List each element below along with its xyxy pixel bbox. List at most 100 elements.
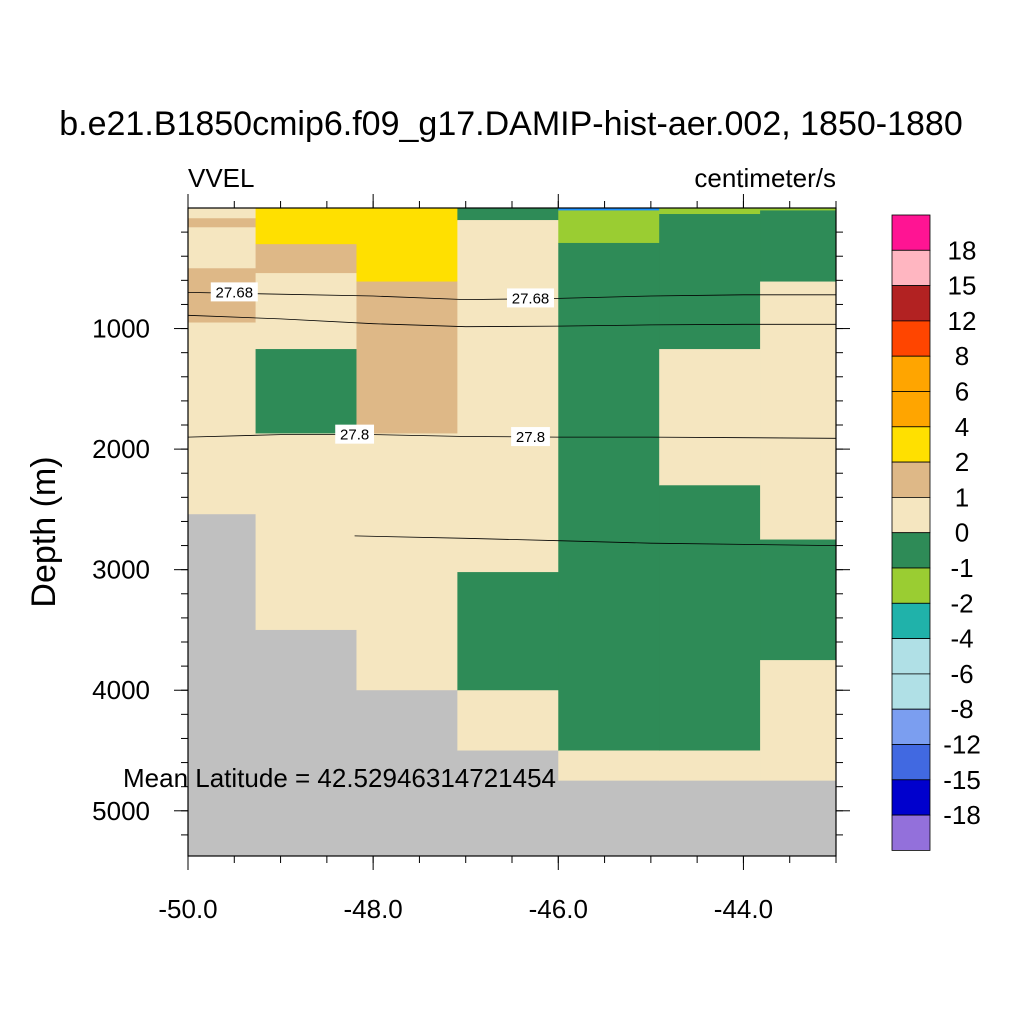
x-tick-label: -48.0	[344, 894, 403, 924]
colorbar-label: -6	[950, 659, 973, 689]
colorbar-swatch	[891, 814, 931, 851]
heatmap-cells	[188, 208, 836, 856]
heatmap-cell	[457, 208, 559, 221]
heatmap-cell	[558, 208, 660, 211]
y-tick-label: 2000	[92, 434, 150, 464]
colorbar-swatch	[891, 602, 931, 639]
colorbar-label: 4	[955, 412, 969, 442]
heatmap-cell	[760, 281, 836, 541]
heatmap-cell	[558, 750, 660, 782]
heatmap-cell	[760, 539, 836, 661]
y-tick-label: 4000	[92, 675, 150, 705]
heatmap-cell	[760, 780, 836, 856]
heatmap-cell	[255, 273, 357, 350]
contour-label-box	[511, 427, 550, 447]
y-tick-label: 1000	[92, 314, 150, 344]
heatmap-cell	[457, 750, 559, 856]
colorbar-label: -18	[943, 800, 981, 830]
heatmap-cell	[255, 433, 357, 631]
heatmap-cell	[188, 208, 257, 219]
mean-latitude-annotation: Mean Latitude = 42.52946314721454	[123, 763, 556, 793]
heatmap-cell	[457, 690, 559, 752]
heatmap-cell	[457, 572, 559, 691]
colorbar-swatch	[891, 320, 931, 357]
heatmap-cell	[457, 220, 559, 573]
heatmap-cell	[760, 660, 836, 782]
colorbar-label: 18	[948, 235, 977, 265]
heatmap-cell	[255, 244, 357, 274]
heatmap-cell	[558, 210, 660, 244]
y-axis-label: Depth (m)	[25, 456, 63, 607]
contour-label-box	[335, 424, 375, 444]
colorbar-swatch	[891, 391, 931, 428]
heatmap-cell	[659, 780, 761, 856]
variable-label: VVEL	[188, 163, 255, 193]
colorbar-swatch	[891, 496, 931, 534]
y-tick-label: 5000	[92, 796, 150, 826]
heatmap-cell	[255, 629, 357, 856]
colorbar-label: 8	[955, 341, 969, 371]
heatmap-cell	[659, 485, 761, 752]
x-tick-label: -44.0	[714, 894, 773, 924]
heatmap-cell	[188, 218, 257, 228]
heatmap-cell	[188, 514, 257, 856]
axis-tick-labels: -50.0 -48.0 -46.0 -44.0 1000 2000 3000 4000 5000	[92, 314, 773, 924]
heatmap-cell	[356, 433, 458, 691]
colorbar-swatch	[891, 532, 931, 569]
contour-label-box	[507, 288, 555, 308]
colorbar-label: 6	[955, 377, 969, 407]
colorbar-swatch	[891, 285, 931, 322]
colorbar-label: -15	[943, 765, 981, 795]
contour-label: 27.8	[340, 427, 369, 444]
colorbar-label: 2	[955, 447, 969, 477]
colorbar-swatch	[891, 567, 931, 604]
heatmap-cell	[356, 208, 458, 283]
colorbar-swatch	[891, 214, 931, 251]
colorbar-swatch	[891, 673, 931, 710]
heatmap-cell	[760, 210, 836, 283]
colorbar-swatch	[891, 708, 931, 745]
heatmap-cell	[760, 208, 836, 211]
heatmap-cell	[659, 208, 761, 215]
colorbar-label: -4	[950, 624, 973, 654]
heatmap-cell	[356, 690, 458, 856]
colorbar-swatch	[891, 744, 931, 781]
colorbar-label: -2	[950, 588, 973, 618]
heatmap-cell	[659, 750, 761, 782]
colorbar-label: 12	[948, 306, 977, 336]
colorbar-label: -8	[950, 694, 973, 724]
colorbar-swatch	[891, 355, 931, 392]
contour-line	[188, 292, 836, 301]
colorbar-label: -12	[943, 730, 981, 760]
contour-line	[188, 314, 836, 328]
heatmap-cell	[188, 322, 257, 515]
heatmap-cell	[659, 214, 761, 350]
colorbar-swatch	[891, 426, 931, 463]
units-label: centimeter/s	[694, 163, 836, 193]
y-tick-label: 3000	[92, 555, 150, 585]
colorbar-swatch	[891, 461, 931, 498]
chart-title: b.e21.B1850cmip6.f09_g17.DAMIP-hist-aer.…	[59, 105, 963, 143]
colorbar-label: -1	[950, 553, 973, 583]
heatmap-cell	[356, 281, 458, 434]
contour-labels: 27.68 27.68 27.8 27.8	[210, 282, 555, 447]
contour-lines	[188, 292, 836, 546]
colorbar-swatch	[891, 249, 931, 287]
heatmap-cell	[659, 349, 761, 486]
contour-label: 27.68	[216, 284, 254, 301]
heatmap-cell	[558, 780, 660, 856]
colorbar-label: 15	[948, 271, 977, 301]
heatmap-cell	[255, 208, 357, 245]
axis-ticks	[174, 194, 850, 870]
x-tick-label: -46.0	[529, 894, 588, 924]
contour-label: 27.8	[516, 429, 545, 446]
contour-label: 27.68	[512, 290, 550, 307]
colorbar-swatch	[891, 779, 931, 816]
x-tick-label: -50.0	[158, 894, 217, 924]
contour-line	[354, 535, 836, 546]
contour-label-box	[210, 282, 258, 302]
heatmap-cell	[188, 227, 257, 269]
colorbar-swatch	[891, 638, 931, 675]
colorbar: 18 15 12 8 6 4 2 1 0 -1 -2 -4 -6 -8 -12 -15 -18	[891, 214, 981, 851]
